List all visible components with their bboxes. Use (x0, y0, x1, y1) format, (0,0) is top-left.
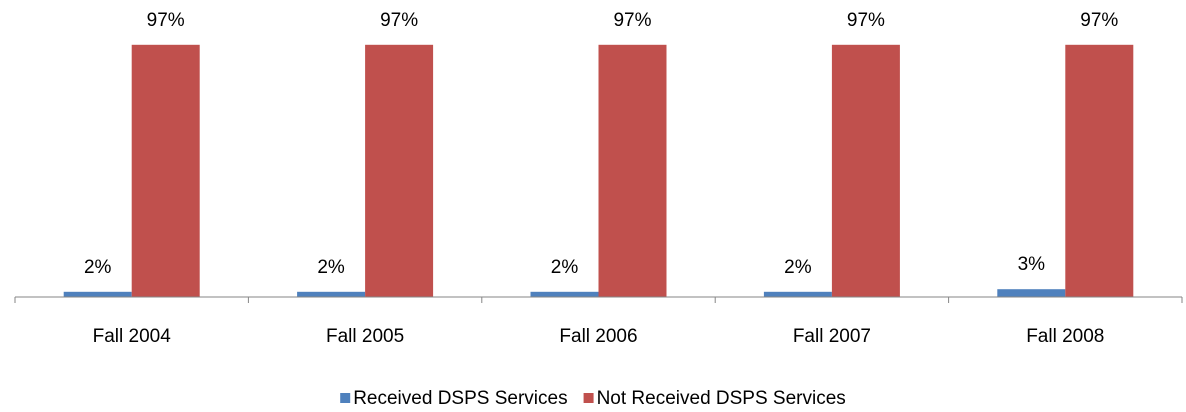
bar (297, 291, 366, 297)
bar (598, 44, 667, 297)
x-tick-label: Fall 2005 (326, 326, 404, 347)
data-label: 97% (613, 10, 651, 31)
data-label: 2% (84, 257, 112, 278)
bar (131, 44, 200, 297)
data-label: 3% (1018, 254, 1046, 275)
bar (997, 289, 1066, 297)
data-label: 2% (784, 257, 812, 278)
data-label: 97% (380, 10, 418, 31)
bar (763, 291, 832, 297)
x-tick-label: Fall 2008 (1026, 326, 1104, 347)
bar (365, 44, 434, 297)
data-label: 97% (147, 10, 185, 31)
bar (530, 291, 599, 297)
data-label: 2% (317, 257, 345, 278)
data-label: 97% (1080, 10, 1118, 31)
legend-label: Received DSPS Services (353, 388, 567, 409)
bar (1065, 44, 1134, 297)
x-tick-label: Fall 2004 (93, 326, 172, 347)
legend-swatch (340, 393, 351, 403)
bar (831, 44, 900, 297)
legend-label: Not Received DSPS Services (597, 388, 846, 409)
data-label: 97% (847, 10, 885, 31)
x-tick-label: Fall 2006 (559, 326, 637, 347)
data-label: 2% (551, 257, 579, 278)
x-tick-label: Fall 2007 (793, 326, 871, 347)
legend-swatch (583, 393, 594, 403)
bar (63, 291, 132, 297)
